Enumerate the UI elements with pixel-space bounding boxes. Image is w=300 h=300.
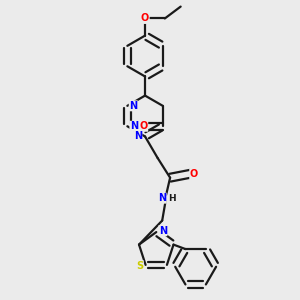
Text: N: N xyxy=(159,226,167,236)
Text: H: H xyxy=(168,194,176,202)
Text: N: N xyxy=(158,193,166,203)
Text: S: S xyxy=(136,260,143,271)
Text: N: N xyxy=(130,121,138,131)
Text: N: N xyxy=(129,101,137,111)
Text: O: O xyxy=(141,14,149,23)
Text: N: N xyxy=(134,131,142,142)
Text: O: O xyxy=(140,121,148,131)
Text: O: O xyxy=(190,169,198,179)
